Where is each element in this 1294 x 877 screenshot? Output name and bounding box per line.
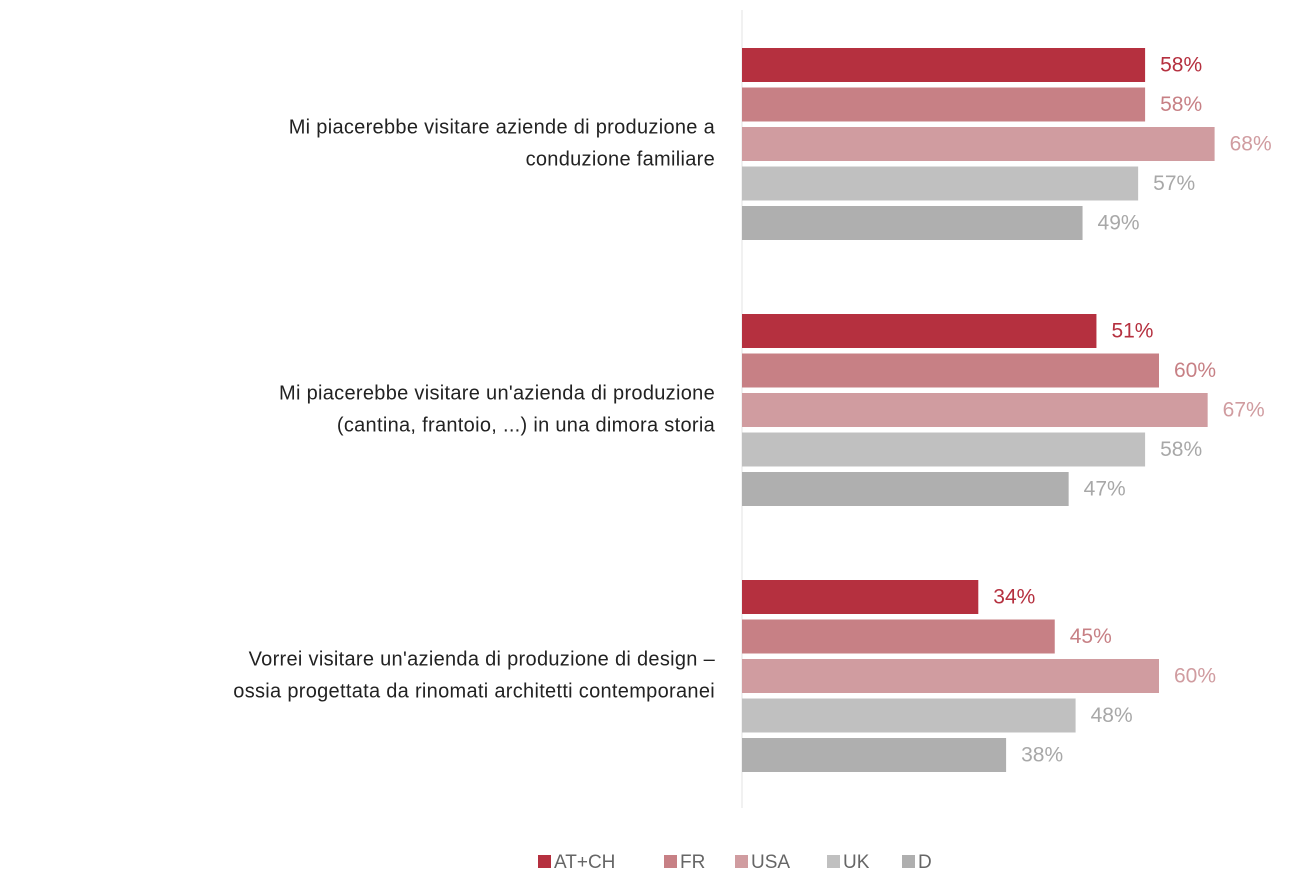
legend-label: USA bbox=[751, 852, 790, 873]
legend-swatch bbox=[902, 855, 915, 868]
bar bbox=[742, 580, 979, 614]
value-label: 67% bbox=[1223, 399, 1265, 422]
value-label: 68% bbox=[1230, 133, 1272, 156]
category-label: ossia progettata da rinomati architetti … bbox=[233, 680, 715, 702]
category-label: (cantina, frantoio, ...) in una dimora s… bbox=[337, 414, 716, 436]
legend-label: D bbox=[918, 852, 932, 873]
value-label: 58% bbox=[1160, 93, 1202, 116]
value-label: 60% bbox=[1174, 665, 1216, 688]
value-label: 51% bbox=[1111, 320, 1153, 343]
bar bbox=[742, 206, 1083, 240]
bar bbox=[742, 659, 1159, 693]
value-label: 49% bbox=[1098, 212, 1140, 235]
bar bbox=[742, 166, 1139, 201]
value-label: 34% bbox=[993, 586, 1035, 609]
category-label: Mi piacerebbe visitare aziende di produz… bbox=[289, 116, 716, 138]
category-label: Vorrei visitare un'azienda di produzione… bbox=[249, 648, 716, 670]
value-label: 60% bbox=[1174, 359, 1216, 382]
legend-label: FR bbox=[680, 852, 705, 873]
bar bbox=[742, 353, 1159, 388]
category-label: conduzione familiare bbox=[526, 148, 715, 170]
bar bbox=[742, 314, 1097, 348]
bar bbox=[742, 127, 1215, 161]
legend-swatch bbox=[827, 855, 840, 868]
bar bbox=[742, 472, 1069, 506]
legend-label: UK bbox=[843, 852, 870, 873]
value-label: 58% bbox=[1160, 438, 1202, 461]
bar bbox=[742, 698, 1076, 733]
bar bbox=[742, 393, 1208, 427]
value-label: 57% bbox=[1153, 172, 1195, 195]
category-label: Mi piacerebbe visitare un'azienda di pro… bbox=[279, 382, 715, 404]
legend-label: AT+CH bbox=[554, 852, 615, 873]
value-label: 45% bbox=[1070, 625, 1112, 648]
value-label: 38% bbox=[1021, 744, 1063, 767]
legend-swatch bbox=[538, 855, 551, 868]
value-label: 47% bbox=[1084, 478, 1126, 501]
bar bbox=[742, 619, 1055, 654]
bar bbox=[742, 738, 1007, 772]
bar bbox=[742, 48, 1146, 82]
value-label: 58% bbox=[1160, 54, 1202, 77]
bar bbox=[742, 432, 1146, 467]
bar bbox=[742, 87, 1146, 122]
legend-swatch bbox=[664, 855, 677, 868]
value-label: 48% bbox=[1091, 704, 1133, 727]
legend-swatch bbox=[735, 855, 748, 868]
